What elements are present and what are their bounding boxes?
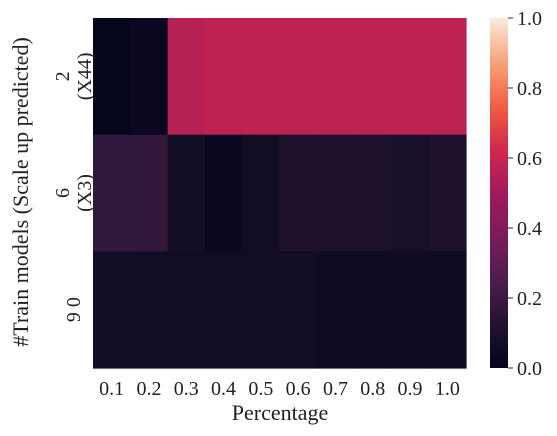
colorbar-tick-label: 1.0 xyxy=(517,8,542,30)
heatmap-cell xyxy=(204,251,243,369)
heatmap-cell xyxy=(204,134,243,252)
heatmap-cell xyxy=(316,18,355,136)
heatmap-cell xyxy=(428,134,467,252)
y-axis-label: #Train models (Scale up predicted) xyxy=(8,37,33,347)
heatmap-cell xyxy=(391,18,430,136)
x-tick-labels: 0.1 0.2 0.3 0.4 0.5 0.6 0.7 0.8 0.9 1.0 xyxy=(99,378,460,400)
heatmap-cell xyxy=(428,251,467,369)
x-tick-label: 0.1 xyxy=(99,378,124,400)
x-tick-label: 0.7 xyxy=(323,378,348,400)
y-tick-label-line: (X3) xyxy=(74,174,96,212)
heatmap-cell xyxy=(93,18,131,136)
heatmap-cell xyxy=(354,134,392,252)
heatmap-cell xyxy=(242,251,281,369)
heatmap-cell xyxy=(204,18,243,136)
y-tick-label-line: (X44) xyxy=(74,52,96,100)
x-tick-label: 0.3 xyxy=(174,378,199,400)
colorbar-tick-label: 0.2 xyxy=(517,288,542,310)
heatmap-cell xyxy=(279,134,318,252)
x-axis-label: Percentage xyxy=(232,400,329,425)
colorbar xyxy=(490,18,508,368)
y-tick-label-line: 6 xyxy=(52,188,74,198)
x-tick-label: 0.4 xyxy=(211,378,236,400)
heatmap-cell xyxy=(93,251,131,369)
heatmap-cell xyxy=(391,134,430,252)
heatmap-cell xyxy=(130,251,169,369)
heatmap-cells xyxy=(93,18,467,369)
y-tick-labels: 2(X44) 6(X3) 9 0 xyxy=(52,52,96,322)
y-tick-label-line: 2 xyxy=(52,71,74,81)
x-tick-label: 0.6 xyxy=(286,378,311,400)
heatmap-cell xyxy=(354,18,392,136)
heatmap-cell xyxy=(242,134,281,252)
heatmap-cell xyxy=(167,18,206,136)
y-tick-label-line: 9 0 xyxy=(63,297,85,322)
heatmap-cell xyxy=(279,18,318,136)
y-tick-label: 9 0 xyxy=(63,297,85,322)
colorbar-tick-label: 0.6 xyxy=(517,148,542,170)
heatmap-cell xyxy=(167,251,206,369)
heatmap-cell xyxy=(316,251,355,369)
heatmap-cell xyxy=(316,134,355,252)
y-tick-label: 2(X44) xyxy=(52,52,96,100)
heatmap-cell xyxy=(93,134,131,252)
x-tick-label: 0.5 xyxy=(248,378,273,400)
heatmap-cell xyxy=(130,134,169,252)
heatmap-cell xyxy=(391,251,430,369)
heatmap-cell xyxy=(130,18,169,136)
x-tick-label: 1.0 xyxy=(435,378,460,400)
colorbar-tick-label: 0.0 xyxy=(517,358,542,380)
heatmap-cell xyxy=(167,134,206,252)
heatmap-cell xyxy=(354,251,392,369)
heatmap-cell xyxy=(279,251,318,369)
heatmap-cell xyxy=(428,18,467,136)
y-tick-label: 6(X3) xyxy=(52,174,96,212)
x-tick-label: 0.8 xyxy=(360,378,385,400)
colorbar-tick-label: 0.8 xyxy=(517,78,542,100)
x-tick-label: 0.9 xyxy=(398,378,423,400)
heatmap-cell xyxy=(242,18,281,136)
colorbar-tick-label: 0.4 xyxy=(517,218,542,240)
colorbar-tick-labels: 0.0 0.2 0.4 0.6 0.8 1.0 xyxy=(508,8,542,380)
x-tick-label: 0.2 xyxy=(136,378,161,400)
